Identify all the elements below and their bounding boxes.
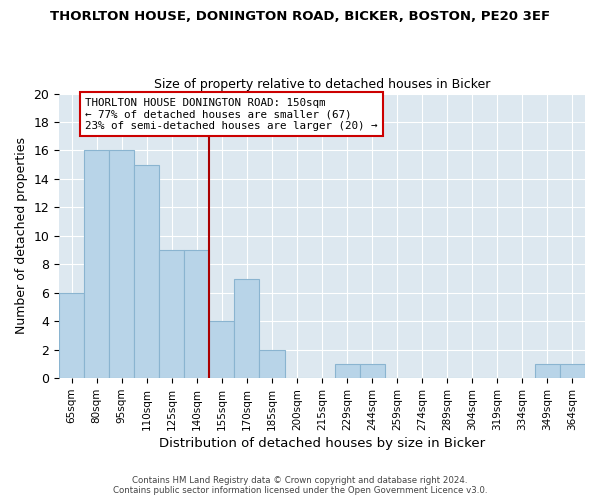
Bar [134,164,160,378]
Bar [84,150,109,378]
Bar [535,364,560,378]
Text: THORLTON HOUSE, DONINGTON ROAD, BICKER, BOSTON, PE20 3EF: THORLTON HOUSE, DONINGTON ROAD, BICKER, … [50,10,550,23]
Title: Size of property relative to detached houses in Bicker: Size of property relative to detached ho… [154,78,490,91]
Y-axis label: Number of detached properties: Number of detached properties [15,138,28,334]
Bar [109,150,134,378]
X-axis label: Distribution of detached houses by size in Bicker: Distribution of detached houses by size … [159,437,485,450]
Bar [235,278,259,378]
Bar [59,293,84,378]
Text: THORLTON HOUSE DONINGTON ROAD: 150sqm
← 77% of detached houses are smaller (67)
: THORLTON HOUSE DONINGTON ROAD: 150sqm ← … [85,98,378,131]
Bar [259,350,284,378]
Bar [184,250,209,378]
Bar [160,250,184,378]
Bar [209,322,235,378]
Bar [335,364,359,378]
Text: Contains HM Land Registry data © Crown copyright and database right 2024.
Contai: Contains HM Land Registry data © Crown c… [113,476,487,495]
Bar [359,364,385,378]
Bar [560,364,585,378]
